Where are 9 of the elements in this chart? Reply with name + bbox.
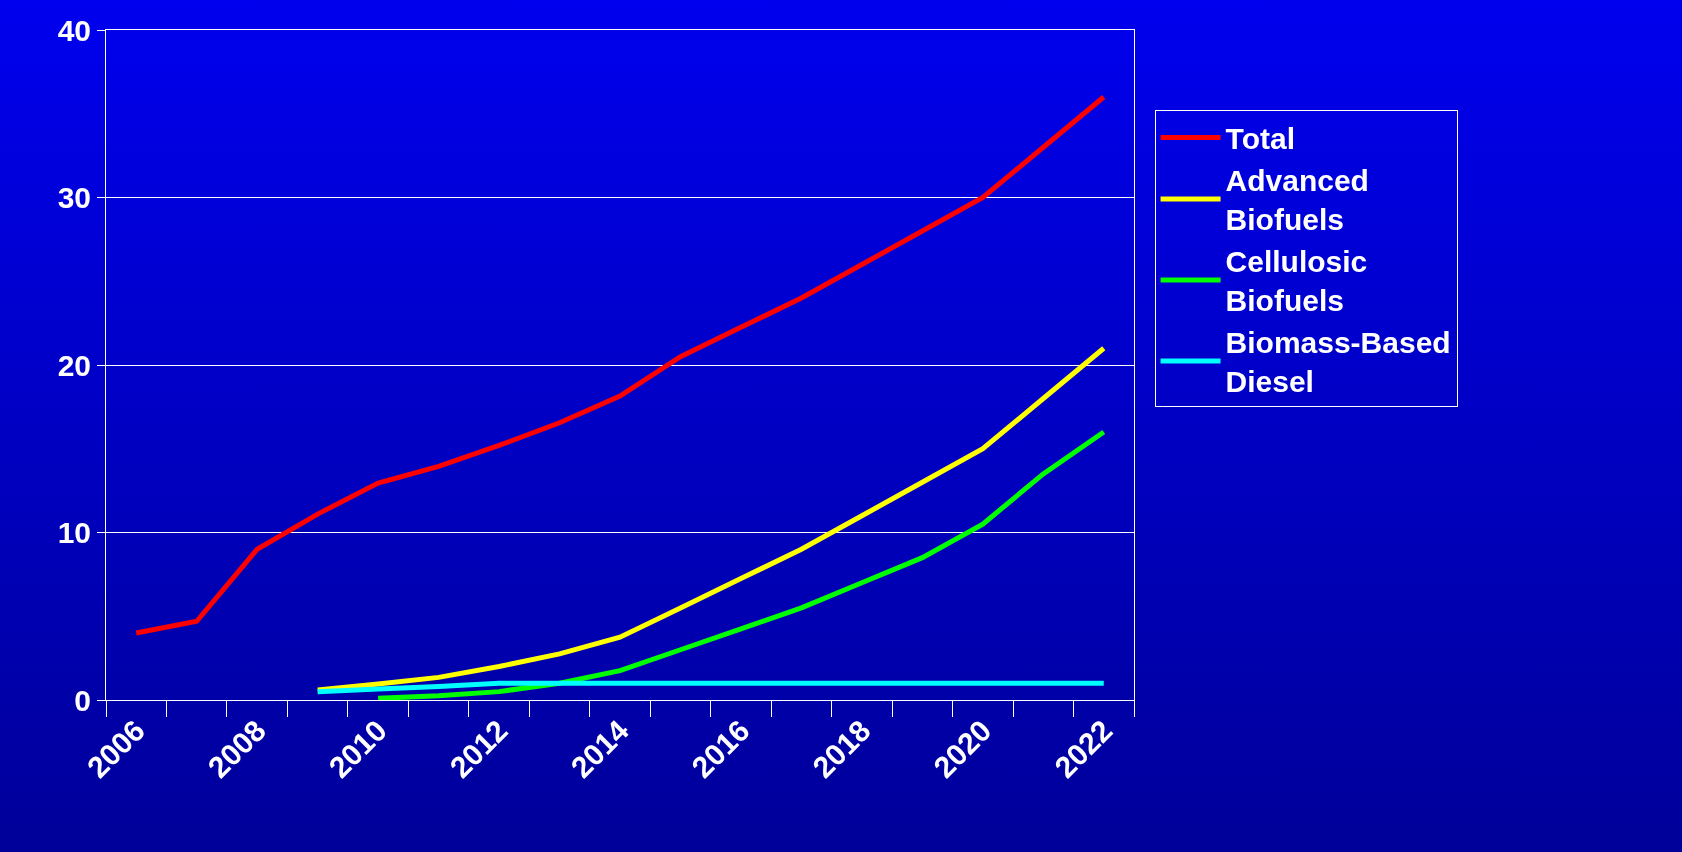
legend-label: Biomass-Based Diesel xyxy=(1225,326,1451,399)
legend-label: Total xyxy=(1225,122,1295,156)
y-tick-label: 0 xyxy=(74,683,91,717)
y-tick-label: 40 xyxy=(57,13,91,47)
legend-label: Cellulosic Biofuels xyxy=(1225,245,1368,318)
y-tick-label: 20 xyxy=(57,348,91,382)
y-tick-label: 30 xyxy=(57,181,91,214)
legend-label: Advanced Biofuels xyxy=(1225,164,1369,237)
y-tick-label: 10 xyxy=(57,516,91,549)
